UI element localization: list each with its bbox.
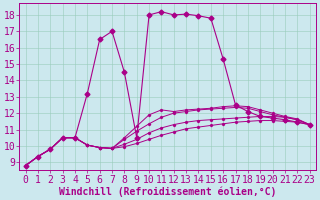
X-axis label: Windchill (Refroidissement éolien,°C): Windchill (Refroidissement éolien,°C) <box>59 186 276 197</box>
